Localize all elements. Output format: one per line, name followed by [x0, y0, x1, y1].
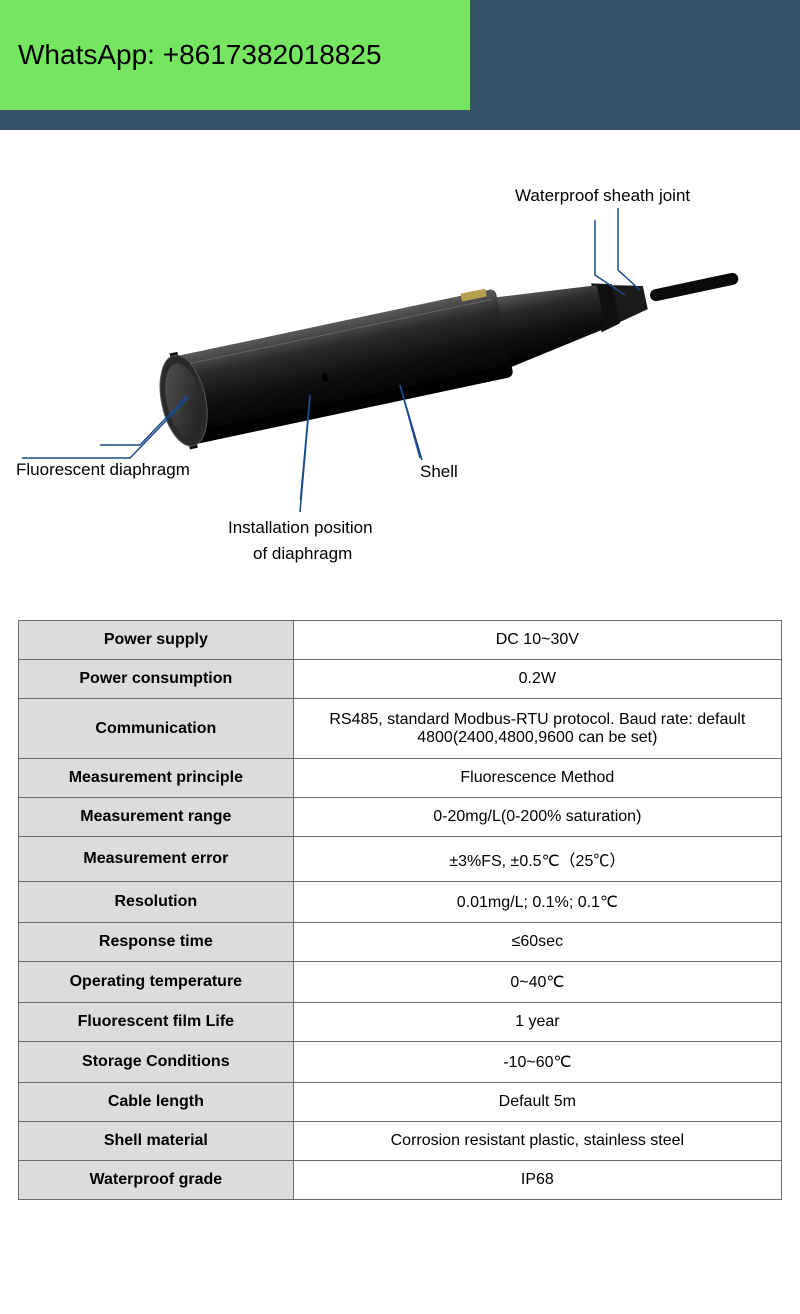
spec-value: 1 year — [293, 1003, 781, 1042]
label-install-position-1: Installation position — [228, 518, 373, 538]
specifications-table: Power supplyDC 10~30VPower consumption0.… — [18, 620, 782, 1200]
product-diagram: Waterproof sheath joint Fluorescent diap… — [0, 130, 800, 610]
spec-label: Measurement range — [19, 798, 294, 837]
table-row: Waterproof gradeIP68 — [19, 1161, 782, 1200]
spec-value: ±3%FS, ±0.5℃（25℃） — [293, 837, 781, 882]
table-row: Shell materialCorrosion resistant plasti… — [19, 1122, 782, 1161]
spec-value: 0~40℃ — [293, 962, 781, 1003]
table-row: Measurement range0-20mg/L(0-200% saturat… — [19, 798, 782, 837]
spec-value: DC 10~30V — [293, 621, 781, 660]
table-row: Measurement error±3%FS, ±0.5℃（25℃） — [19, 837, 782, 882]
spec-value: 0.2W — [293, 660, 781, 699]
spec-label: Communication — [19, 699, 294, 759]
table-row: Cable lengthDefault 5m — [19, 1083, 782, 1122]
table-row: Resolution0.01mg/L; 0.1%; 0.1℃ — [19, 882, 782, 923]
spec-value: RS485, standard Modbus-RTU protocol. Bau… — [293, 699, 781, 759]
header-band: tion WhatsApp: +8617382018825 — [0, 0, 800, 130]
spec-value: -10~60℃ — [293, 1042, 781, 1083]
spec-label: Power supply — [19, 621, 294, 660]
spec-label: Resolution — [19, 882, 294, 923]
spec-label: Cable length — [19, 1083, 294, 1122]
spec-label: Operating temperature — [19, 962, 294, 1003]
spec-label: Power consumption — [19, 660, 294, 699]
table-row: Power supplyDC 10~30V — [19, 621, 782, 660]
spec-value: 0-20mg/L(0-200% saturation) — [293, 798, 781, 837]
spec-value: Default 5m — [293, 1083, 781, 1122]
spec-label: Shell material — [19, 1122, 294, 1161]
sensor-illustration — [100, 220, 740, 500]
table-row: Storage Conditions-10~60℃ — [19, 1042, 782, 1083]
spec-value: 0.01mg/L; 0.1%; 0.1℃ — [293, 882, 781, 923]
spec-value: ≤60sec — [293, 923, 781, 962]
spec-value: Fluorescence Method — [293, 759, 781, 798]
spec-label: Measurement principle — [19, 759, 294, 798]
spec-value: IP68 — [293, 1161, 781, 1200]
whatsapp-overlay: WhatsApp: +8617382018825 — [0, 0, 470, 110]
table-row: Power consumption0.2W — [19, 660, 782, 699]
label-waterproof-joint: Waterproof sheath joint — [515, 186, 690, 206]
spec-label: Fluorescent film Life — [19, 1003, 294, 1042]
spec-label: Measurement error — [19, 837, 294, 882]
spec-label: Waterproof grade — [19, 1161, 294, 1200]
table-row: CommunicationRS485, standard Modbus-RTU … — [19, 699, 782, 759]
spec-label: Response time — [19, 923, 294, 962]
table-row: Response time≤60sec — [19, 923, 782, 962]
table-row: Operating temperature0~40℃ — [19, 962, 782, 1003]
table-row: Fluorescent film Life1 year — [19, 1003, 782, 1042]
label-install-position-2: of diaphragm — [253, 544, 352, 564]
table-row: Measurement principleFluorescence Method — [19, 759, 782, 798]
spec-value: Corrosion resistant plastic, stainless s… — [293, 1122, 781, 1161]
spec-label: Storage Conditions — [19, 1042, 294, 1083]
